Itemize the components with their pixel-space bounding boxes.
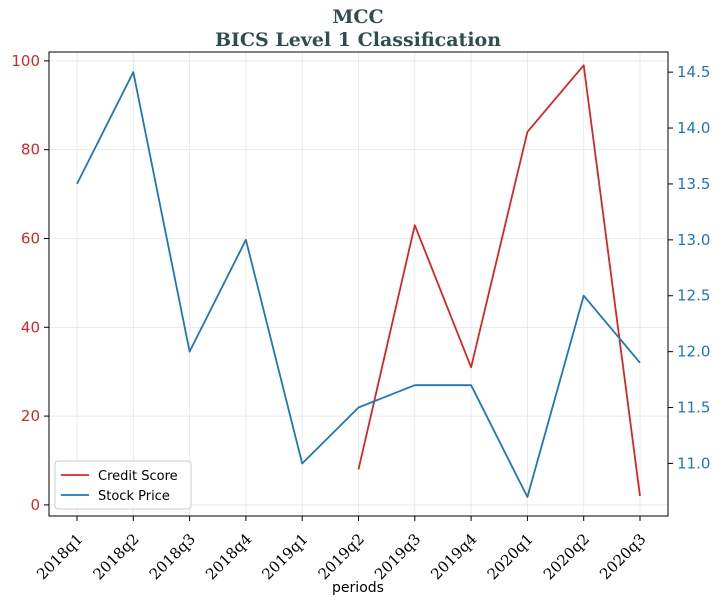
chart-subtitle: BICS Level 1 Classification (215, 29, 501, 51)
x-tick-label: 2020q2 (540, 530, 593, 583)
legend-label: Stock Price (98, 489, 170, 504)
series-line-stock-price (76, 71, 641, 498)
x-tick-label: 2020q1 (484, 530, 537, 583)
chart-title: MCC (332, 6, 383, 28)
left-tick-label: 60 (21, 229, 40, 247)
left-tick-label: 0 (30, 496, 40, 514)
x-tick-label: 2018q2 (89, 530, 142, 583)
right-tick-label: 14.0 (677, 119, 710, 137)
x-tick-label: 2018q1 (33, 530, 86, 583)
x-tick-label: 2019q4 (427, 530, 480, 583)
x-tick-label: 2020q3 (596, 530, 649, 583)
plot-area (76, 64, 641, 498)
right-tick-label: 12.5 (677, 287, 710, 305)
legend-box (54, 460, 192, 510)
right-tick-label: 12.0 (677, 343, 710, 361)
right-tick-label: 13.0 (677, 231, 710, 249)
right-tick-label: 13.5 (677, 175, 710, 193)
legend-label: Credit Score (98, 469, 178, 484)
x-tick-label: 2019q3 (371, 530, 424, 583)
left-y-axis: 0 20 40 60 80 100 (11, 52, 49, 514)
right-y-axis: 11.0 11.5 12.0 12.5 13.0 13.5 14.0 14.5 (668, 63, 710, 472)
right-tick-label: 11.0 (677, 454, 710, 472)
left-tick-label: 80 (21, 141, 40, 159)
x-tick-label: 2019q2 (315, 530, 368, 583)
x-axis-label: periods (332, 580, 384, 596)
right-tick-label: 14.5 (677, 63, 710, 81)
left-tick-label: 20 (21, 407, 40, 425)
x-tick-label: 2018q4 (202, 530, 255, 583)
left-tick-label: 100 (11, 52, 40, 70)
legend: Credit Score Stock Price (54, 460, 192, 510)
left-tick-label: 40 (21, 318, 40, 336)
x-axis: 2018q1 2018q2 2018q3 2018q4 2019q1 2019q2 2019… (33, 516, 649, 583)
series-line-credit-score (357, 64, 641, 497)
right-tick-label: 11.5 (677, 399, 710, 417)
x-tick-label: 2019q1 (258, 530, 311, 583)
grid (49, 52, 668, 516)
x-tick-label: 2018q3 (146, 530, 199, 583)
